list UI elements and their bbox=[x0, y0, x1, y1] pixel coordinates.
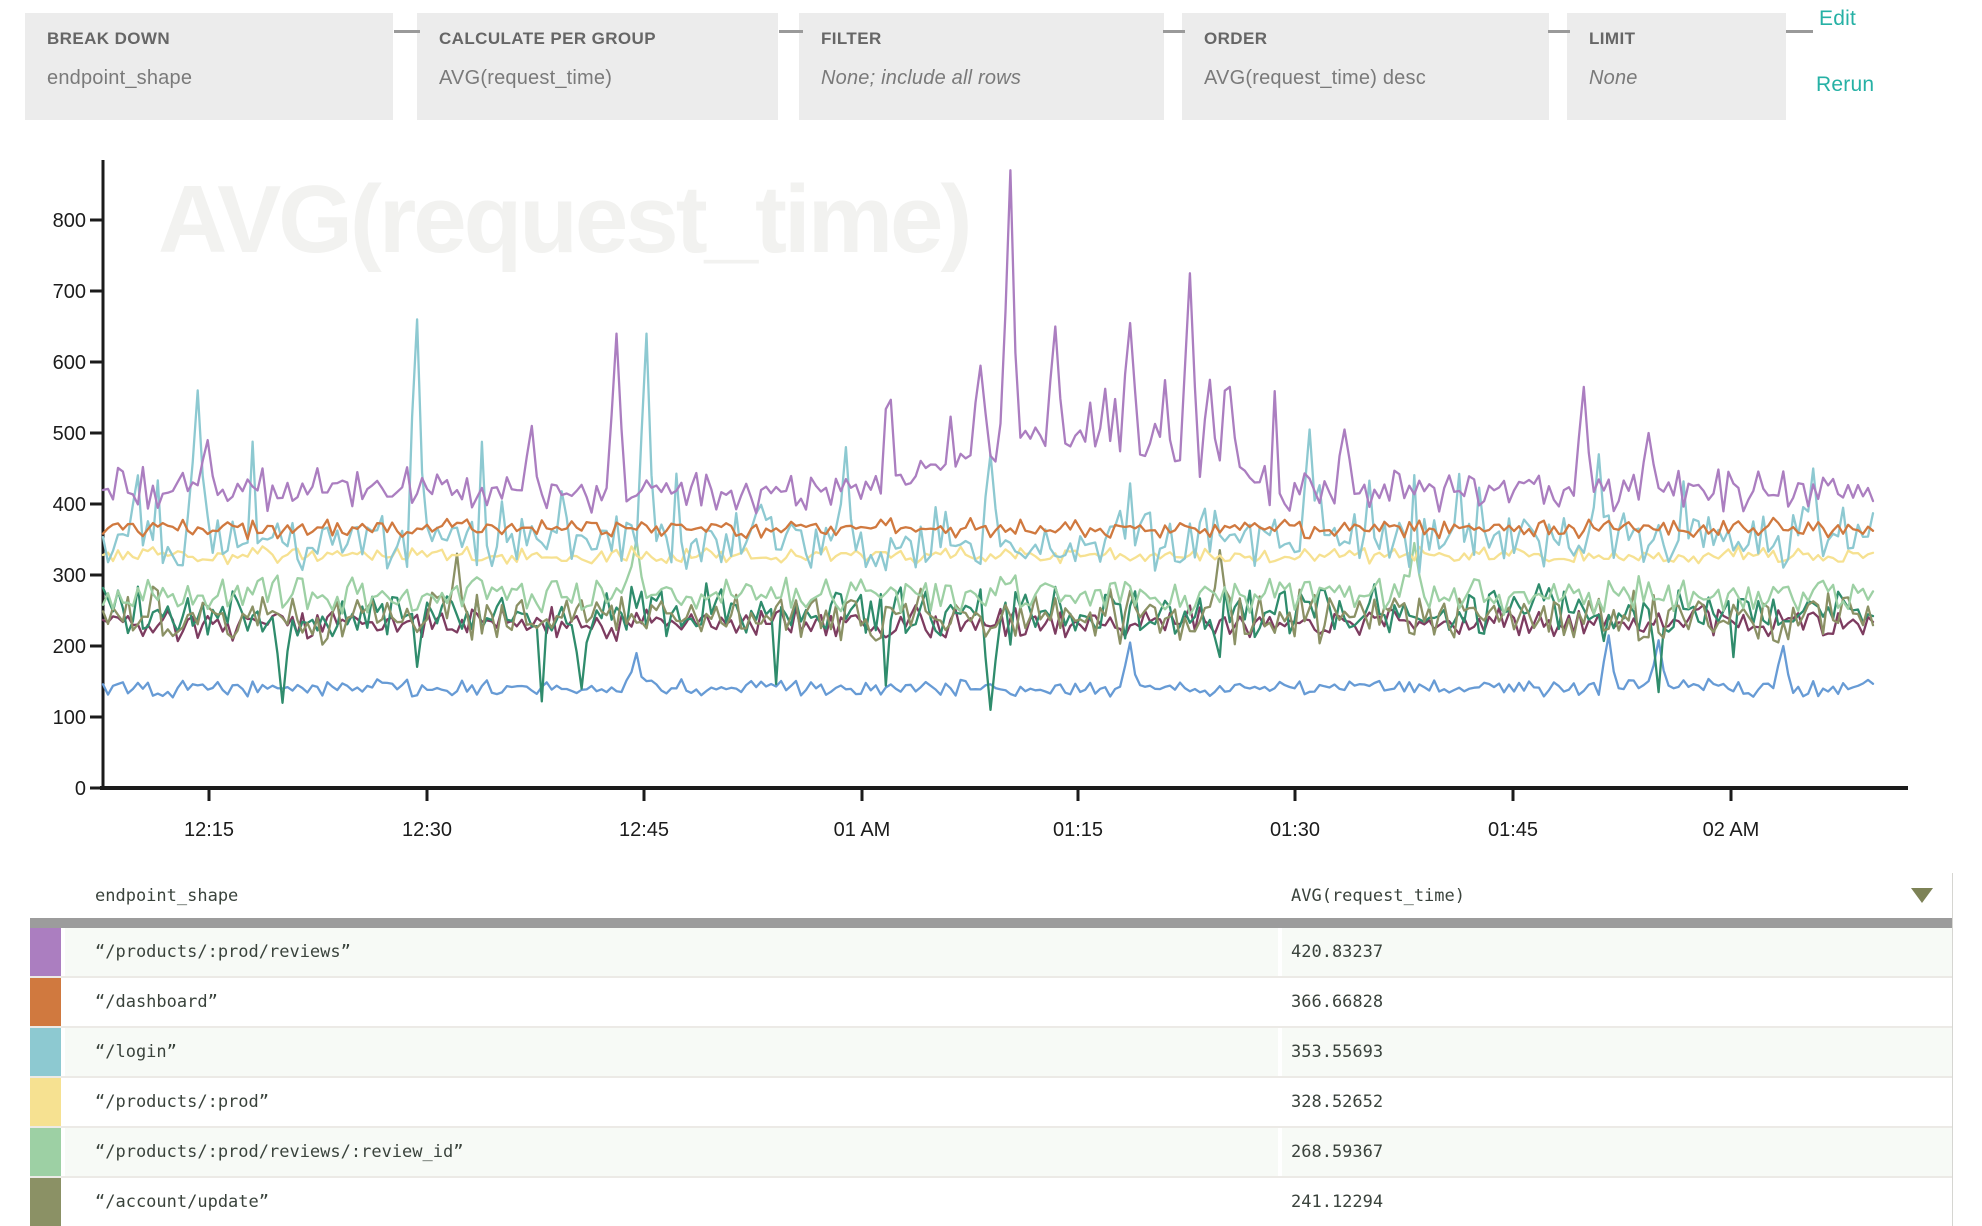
endpoint-shape-cell: “/products/:prod/reviews/:review_id” bbox=[95, 1142, 464, 1162]
avg-request-time-cell: 420.83237 bbox=[1278, 928, 1952, 976]
clause-label: FILTER bbox=[821, 29, 882, 48]
endpoint-shape-cell: “/dashboard” bbox=[95, 992, 218, 1012]
table-row[interactable]: “/products/:prod/reviews/:review_id” 268.… bbox=[30, 1126, 1952, 1176]
avg-request-time-cell: 268.59367 bbox=[1278, 1128, 1952, 1176]
table-row[interactable]: “/login” 353.55693 bbox=[30, 1026, 1952, 1076]
series-line-2 bbox=[101, 516, 1875, 541]
y-tick-label: 200 bbox=[53, 636, 86, 658]
series-color-swatch bbox=[30, 1128, 65, 1176]
series-color-swatch bbox=[30, 1078, 65, 1126]
avg-request-time-cell: 366.66828 bbox=[1278, 978, 1952, 1026]
series-color-swatch bbox=[30, 978, 65, 1026]
avg-request-time-cell: 328.52652 bbox=[1278, 1078, 1952, 1126]
clause-connector bbox=[1548, 30, 1570, 33]
clause-value: AVG(request_time) desc bbox=[1204, 67, 1426, 89]
table-header-row: endpoint_shape AVG(request_time) bbox=[30, 873, 1952, 918]
y-tick-label: 300 bbox=[53, 565, 86, 587]
clause-order[interactable]: ORDER AVG(request_time) desc bbox=[1182, 13, 1549, 120]
x-tick-label: 12:30 bbox=[402, 819, 452, 841]
y-tick-label: 800 bbox=[53, 210, 86, 232]
clause-label: BREAK DOWN bbox=[47, 29, 170, 48]
table-row[interactable]: “/account/update” 241.12294 bbox=[30, 1176, 1952, 1226]
table-header-divider bbox=[30, 918, 1952, 928]
clause-connector bbox=[1786, 30, 1813, 33]
endpoint-shape-cell: “/products/:prod/reviews” bbox=[95, 942, 351, 962]
clause-label: LIMIT bbox=[1589, 29, 1636, 48]
clause-connector bbox=[394, 30, 420, 33]
results-table: endpoint_shape AVG(request_time) “/produ… bbox=[30, 873, 1953, 1226]
clause-calculate-per-group[interactable]: CALCULATE PER GROUP AVG(request_time) bbox=[417, 13, 778, 120]
table-row[interactable]: “/products/:prod/reviews” 420.83237 bbox=[30, 928, 1952, 976]
series-line-4 bbox=[101, 545, 1875, 566]
x-tick-label: 02 AM bbox=[1703, 819, 1760, 841]
series-line-3 bbox=[101, 318, 1875, 574]
clause-label: CALCULATE PER GROUP bbox=[439, 29, 656, 48]
sort-desc-icon[interactable] bbox=[1911, 888, 1933, 903]
clause-break-down[interactable]: BREAK DOWN endpoint_shape bbox=[25, 13, 393, 120]
clause-connector bbox=[1163, 30, 1185, 33]
series-color-swatch bbox=[30, 1028, 65, 1076]
x-tick-label: 12:15 bbox=[184, 819, 234, 841]
clause-value: AVG(request_time) bbox=[439, 67, 613, 89]
x-tick-label: 12:45 bbox=[619, 819, 669, 841]
column-header-label: AVG(request_time) bbox=[1291, 885, 1465, 906]
edit-button[interactable]: Edit bbox=[1819, 7, 1856, 30]
table-row[interactable]: “/dashboard” 366.66828 bbox=[30, 976, 1952, 1026]
y-tick-label: 600 bbox=[53, 352, 86, 374]
column-header-endpoint-shape[interactable]: endpoint_shape bbox=[95, 885, 239, 906]
endpoint-shape-cell: “/account/update” bbox=[95, 1192, 269, 1212]
column-header-avg-request-time[interactable]: AVG(request_time) bbox=[1278, 885, 1952, 906]
series-line-6 bbox=[101, 548, 1875, 646]
y-tick-label: 500 bbox=[53, 423, 86, 445]
clause-filter[interactable]: FILTER None; include all rows bbox=[799, 13, 1164, 120]
y-tick-label: 100 bbox=[53, 707, 86, 729]
clause-limit[interactable]: LIMIT None bbox=[1567, 13, 1786, 120]
avg-request-time-cell: 353.55693 bbox=[1278, 1028, 1952, 1076]
series-line-5 bbox=[101, 538, 1875, 616]
x-tick-label: 01:15 bbox=[1053, 819, 1103, 841]
table-body: “/products/:prod/reviews” 420.83237 “/dash… bbox=[30, 928, 1952, 1226]
query-builder: BREAK DOWN endpoint_shape CALCULATE PER … bbox=[0, 0, 1982, 130]
clause-value: None bbox=[1589, 67, 1638, 89]
table-row[interactable]: “/products/:prod” 328.52652 bbox=[30, 1076, 1952, 1126]
series-color-swatch bbox=[30, 1178, 65, 1226]
x-tick-label: 01 AM bbox=[834, 819, 891, 841]
y-tick-label: 400 bbox=[53, 494, 86, 516]
avg-request-time-cell: 241.12294 bbox=[1278, 1178, 1952, 1226]
clause-value: None; include all rows bbox=[821, 67, 1022, 89]
y-tick-label: 0 bbox=[75, 778, 86, 800]
x-tick-label: 01:30 bbox=[1270, 819, 1320, 841]
x-tick-label: 01:45 bbox=[1488, 819, 1538, 841]
clause-value: endpoint_shape bbox=[47, 67, 193, 89]
series-color-swatch bbox=[30, 928, 65, 976]
rerun-button[interactable]: Rerun bbox=[1816, 73, 1875, 96]
clause-label: ORDER bbox=[1204, 29, 1268, 48]
endpoint-shape-cell: “/products/:prod” bbox=[95, 1092, 269, 1112]
series-line-1 bbox=[101, 169, 1875, 515]
endpoint-shape-cell: “/login” bbox=[95, 1042, 177, 1062]
y-tick-label: 700 bbox=[53, 281, 86, 303]
clause-connector bbox=[779, 30, 803, 33]
chart-watermark: AVG(request_time) bbox=[158, 166, 969, 273]
avg-request-time-line-chart: AVG(request_time) 0 100 200 300 400 500 600 700 8… bbox=[53, 160, 1908, 841]
timeseries-chart[interactable]: AVG(request_time) 0 100 200 300 400 500 600 700 8… bbox=[0, 0, 1982, 868]
